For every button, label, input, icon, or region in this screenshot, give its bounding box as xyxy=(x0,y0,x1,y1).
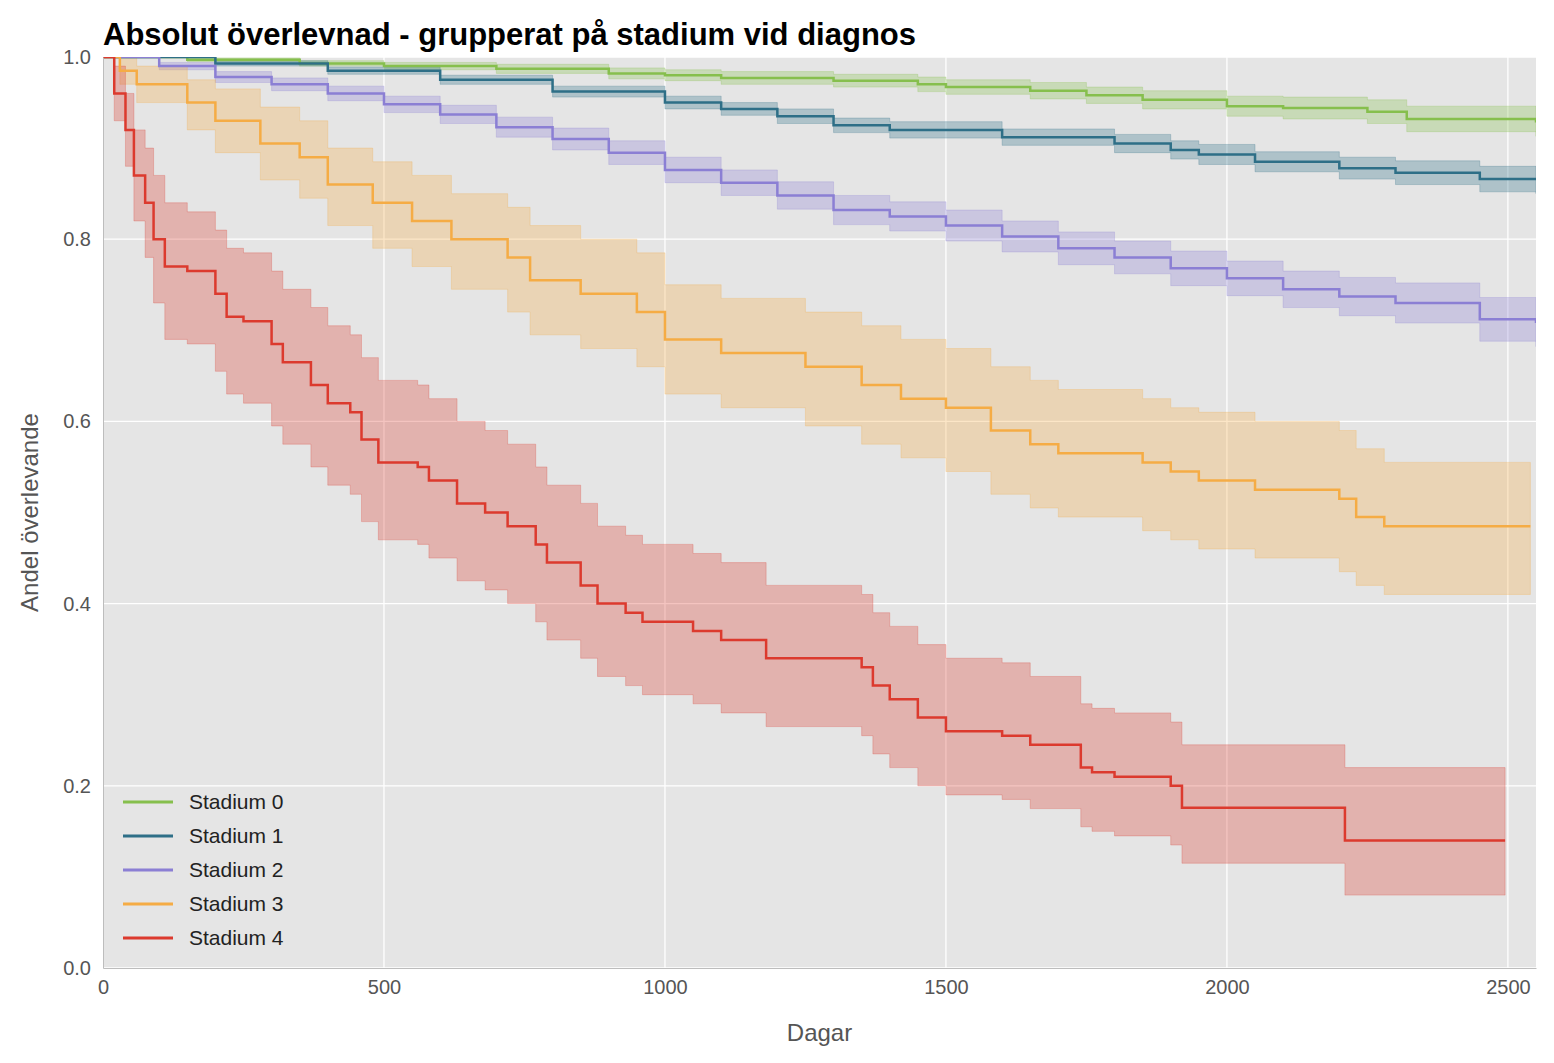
legend-item: Stadium 1 xyxy=(123,824,284,847)
grid-line xyxy=(103,967,1536,968)
legend-swatch xyxy=(123,835,173,838)
survival-line xyxy=(103,57,1536,180)
tick: 2000 xyxy=(1205,968,1250,998)
survival-line xyxy=(103,57,1530,526)
tick-label: 0 xyxy=(98,976,109,998)
grid-line xyxy=(103,56,1536,57)
legend-item: Stadium 3 xyxy=(123,892,284,915)
title: Absolut överlevnad - grupperat på stadiu… xyxy=(103,17,916,52)
legend-item: Stadium 4 xyxy=(123,926,284,949)
x-axis-title: Dagar xyxy=(787,1019,852,1046)
tick-label: 0.6 xyxy=(63,410,91,432)
legend-label: Stadium 2 xyxy=(189,858,284,881)
confidence-band xyxy=(103,57,1505,895)
tick: 500 xyxy=(368,968,401,998)
tick: 0.0 xyxy=(63,957,103,979)
tick-label: 0.0 xyxy=(63,957,91,979)
confidence-band xyxy=(103,57,1536,347)
legend-swatch xyxy=(123,869,173,872)
legend-swatch xyxy=(123,937,173,940)
grid-line xyxy=(945,57,946,968)
legend-label: Stadium 3 xyxy=(189,892,284,915)
legend-label: Stadium 4 xyxy=(189,926,284,949)
x-axis: 0 500 1000 1500 2000 2500 xyxy=(98,968,1537,998)
tick-label: 1.0 xyxy=(63,46,91,68)
axis-line xyxy=(103,58,104,969)
survival-line xyxy=(103,57,1505,840)
legend: Stadium 0 Stadium 1 Stadium 2 Stadium 3 Stad… xyxy=(123,790,284,949)
tick: 0.8 xyxy=(63,228,103,250)
chart: 0 500 1000 1500 2000 2500 0.0 0.2 0.4 0.6 0.8 1.0 St… xyxy=(0,0,1554,1063)
tick: 0.6 xyxy=(63,410,103,432)
legend-label: Stadium 0 xyxy=(189,790,284,813)
tick-label: 0.4 xyxy=(63,593,91,615)
tick: 2500 xyxy=(1486,968,1531,998)
survival-line xyxy=(103,57,1536,323)
grid-line xyxy=(664,57,665,968)
tick: 0 xyxy=(98,968,109,998)
grid xyxy=(103,57,1536,968)
tick: 0.4 xyxy=(63,593,103,615)
y-axis: 0.0 0.2 0.4 0.6 0.8 1.0 xyxy=(63,46,103,979)
tick-label: 0.8 xyxy=(63,228,91,250)
tick: 0.2 xyxy=(63,775,103,797)
legend-swatch xyxy=(123,903,173,906)
survival-line xyxy=(103,57,1536,123)
grid-line xyxy=(103,239,1536,240)
tick-label: 2000 xyxy=(1205,976,1250,998)
tick-label: 1000 xyxy=(643,976,688,998)
tick-label: 500 xyxy=(368,976,401,998)
legend-item: Stadium 2 xyxy=(123,858,284,881)
legend-item: Stadium 0 xyxy=(123,790,284,813)
y-axis-title: Andel överlevande xyxy=(16,413,43,612)
plot: 0 500 1000 1500 2000 2500 0.0 0.2 0.4 0.6 0.8 1.0 St… xyxy=(63,46,1536,998)
series-group xyxy=(103,57,1536,895)
tick: 1000 xyxy=(643,968,688,998)
plot-background xyxy=(103,57,1536,968)
tick-label: 2500 xyxy=(1486,976,1531,998)
axis-line xyxy=(104,968,1537,969)
tick: 1500 xyxy=(924,968,969,998)
grid-line xyxy=(102,57,103,968)
tick-label: 0.2 xyxy=(63,775,91,797)
tick-label: 1500 xyxy=(924,976,969,998)
legend-label: Stadium 1 xyxy=(189,824,284,847)
tick: 1.0 xyxy=(63,46,103,68)
legend-swatch xyxy=(123,801,173,804)
